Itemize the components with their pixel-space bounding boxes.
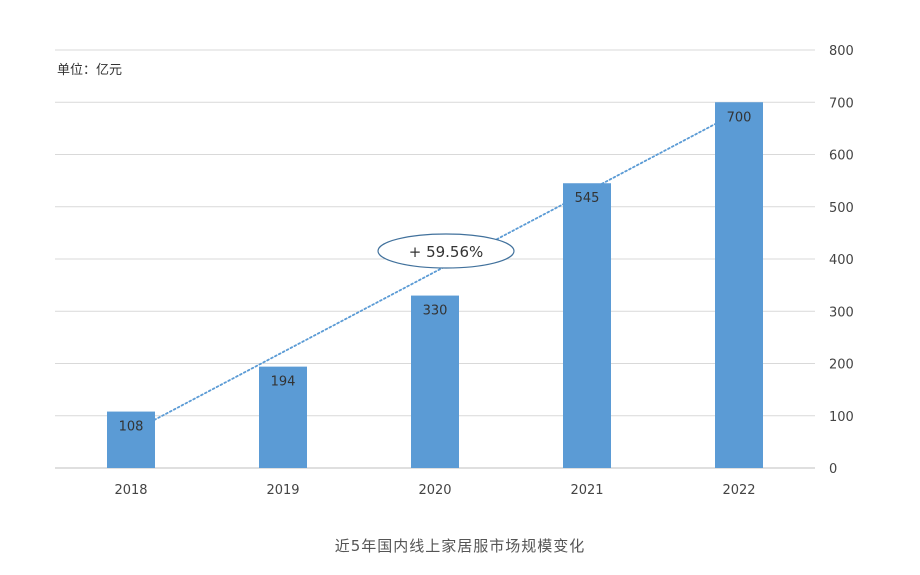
bar xyxy=(107,411,155,468)
bar xyxy=(563,183,611,469)
y-tick-label: 300 xyxy=(829,305,854,320)
y-tick-label: 0 xyxy=(829,462,837,477)
y-tick-label: 800 xyxy=(829,44,854,59)
x-category-label: 2019 xyxy=(266,483,299,498)
data-label: 194 xyxy=(271,375,296,390)
y-tick-label: 700 xyxy=(829,96,854,111)
y-tick-label: 200 xyxy=(829,358,854,373)
trendline-path xyxy=(130,110,740,434)
x-category-label: 2022 xyxy=(722,483,755,498)
bar xyxy=(411,295,459,468)
bar xyxy=(259,366,307,468)
bars xyxy=(107,102,763,469)
y-tick-label: 600 xyxy=(829,149,854,164)
x-category-label: 2021 xyxy=(570,483,603,498)
unit-label: 单位：亿元 xyxy=(57,63,123,78)
y-tick-label: 500 xyxy=(829,201,854,216)
x-category-label: 2020 xyxy=(418,483,451,498)
trendline xyxy=(130,110,740,434)
y-tick-label: 400 xyxy=(829,253,854,268)
annotation-text: + 59.56% xyxy=(409,243,484,261)
data-label: 545 xyxy=(575,191,600,206)
annotation-ellipse xyxy=(377,233,515,269)
x-axis-categories: 2018 2019 2020 2021 2022 xyxy=(114,483,755,498)
bar xyxy=(715,102,763,468)
data-labels: 108 194 330 545 700 xyxy=(119,110,752,434)
growth-annotation: + 59.56% xyxy=(377,233,515,269)
data-label: 330 xyxy=(423,304,448,319)
data-label: 108 xyxy=(119,420,144,435)
y-axis-ticks: 0 100 200 300 400 500 600 700 800 xyxy=(829,44,854,477)
y-tick-label: 100 xyxy=(829,410,854,425)
data-label: 700 xyxy=(727,110,752,125)
x-category-label: 2018 xyxy=(114,483,147,498)
chart-caption: 近5年国内线上家居服市场规模变化 xyxy=(334,537,586,555)
